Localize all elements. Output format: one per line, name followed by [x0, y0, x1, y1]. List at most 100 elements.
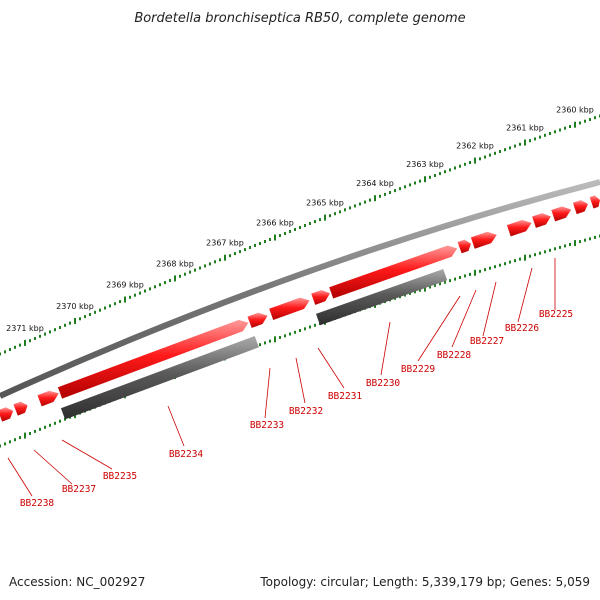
- ruler-minor-tick: [349, 206, 351, 210]
- ruler-minor-tick: [514, 144, 516, 148]
- ruler-minor-tick: [529, 139, 531, 143]
- inner-minor-tick: [14, 438, 16, 442]
- inner-major-tick: [424, 285, 426, 292]
- gene-label: BB2229: [401, 364, 436, 375]
- ruler-minor-tick: [539, 135, 541, 139]
- ruler-minor-tick: [449, 168, 451, 172]
- inner-minor-tick: [289, 332, 291, 336]
- ruler-label: 2368 kbp: [156, 259, 194, 268]
- gene-leader-line: [61, 439, 113, 470]
- inner-minor-tick: [439, 282, 441, 286]
- inner-minor-tick: [309, 325, 311, 329]
- ruler-minor-tick: [434, 174, 436, 177]
- inner-minor-tick: [584, 238, 586, 242]
- inner-minor-tick: [449, 279, 451, 283]
- genome-summary: Topology: circular; Length: 5,339,179 bp…: [259, 575, 590, 589]
- inner-minor-tick: [484, 268, 486, 272]
- ruler-minor-tick: [234, 252, 236, 256]
- inner-minor-tick: [414, 290, 416, 294]
- ruler-minor-tick: [489, 153, 491, 157]
- gene-forward-arrow: [470, 231, 497, 249]
- ruler-label: 2371 kbp: [6, 324, 44, 333]
- ruler-minor-tick: [29, 339, 31, 343]
- gene-forward-arrow: [269, 297, 310, 320]
- gene-leader-line: [7, 457, 33, 497]
- ruler-label: 2362 kbp: [456, 142, 494, 151]
- ruler-labels: 2360 kbp 2361 kbp 2362 kbp 2363 kbp 2364 kbp…: [6, 106, 594, 333]
- inner-minor-tick: [539, 251, 541, 255]
- inner-minor-tick: [594, 235, 596, 239]
- ruler-minor-tick: [19, 343, 21, 347]
- ruler-minor-tick: [99, 308, 101, 312]
- inner-minor-tick: [264, 341, 266, 345]
- gene-leader-line: [451, 289, 477, 348]
- ruler-minor-tick: [454, 166, 456, 170]
- ruler-minor-tick: [59, 326, 61, 329]
- ruler-minor-tick: [229, 254, 231, 258]
- ruler-minor-tick: [579, 121, 581, 125]
- ruler-minor-tick: [439, 172, 441, 176]
- ruler-ticks: [0, 114, 600, 356]
- ruler-minor-tick: [194, 268, 196, 272]
- ruler-minor-tick: [414, 181, 416, 185]
- gene-reverse-block: [60, 336, 259, 420]
- ruler-major-tick: [274, 234, 276, 241]
- ruler-minor-tick: [214, 260, 216, 264]
- ruler-minor-tick: [139, 291, 141, 295]
- ruler-minor-tick: [429, 175, 431, 179]
- inner-minor-tick: [419, 288, 421, 292]
- ruler-minor-tick: [4, 350, 6, 354]
- gene-reverse-block: [316, 269, 448, 326]
- ruler-minor-tick: [494, 151, 496, 155]
- ruler-minor-tick: [94, 310, 96, 314]
- ruler-minor-tick: [584, 119, 586, 123]
- inner-major-tick: [274, 336, 276, 343]
- inner-minor-tick: [4, 442, 6, 446]
- inner-major-tick: [24, 432, 26, 439]
- ruler-minor-tick: [299, 226, 301, 229]
- ruler-minor-tick: [504, 148, 506, 152]
- ruler-minor-tick: [269, 238, 271, 241]
- ruler-label: 2363 kbp: [406, 160, 444, 169]
- accession-text: Accession: NC_002927: [9, 575, 145, 589]
- inner-minor-tick: [479, 269, 481, 273]
- inner-minor-tick: [64, 417, 66, 421]
- inner-minor-tick: [29, 432, 31, 435]
- ruler-label: 2360 kbp: [556, 106, 594, 115]
- inner-major-tick: [474, 269, 476, 276]
- ruler-minor-tick: [104, 306, 106, 310]
- inner-minor-tick: [569, 243, 571, 246]
- inner-minor-tick: [44, 425, 46, 429]
- ruler-minor-tick: [249, 246, 251, 249]
- inner-minor-tick: [489, 266, 491, 270]
- inner-minor-tick: [469, 272, 471, 276]
- gene-leader-line: [264, 367, 271, 419]
- ruler-minor-tick: [244, 248, 246, 252]
- gene-leader-line: [517, 267, 533, 323]
- inner-minor-tick: [534, 253, 536, 257]
- inner-minor-tick: [49, 423, 51, 427]
- inner-minor-tick: [299, 329, 301, 332]
- gene-leader-lines: [7, 258, 556, 497]
- gene-label: BB2238: [20, 498, 55, 509]
- ruler-major-tick: [224, 254, 226, 261]
- gene-label: BB2225: [539, 309, 573, 320]
- ruler-minor-tick: [464, 162, 466, 166]
- ruler-label: 2361 kbp: [506, 124, 544, 133]
- ruler-minor-tick: [344, 208, 346, 212]
- inner-minor-tick: [519, 257, 521, 261]
- inner-minor-tick: [444, 280, 446, 284]
- ruler-minor-tick: [369, 198, 371, 202]
- gene-forward-arrow: [13, 401, 28, 416]
- gene-forward-arrow: [532, 213, 551, 228]
- ruler-label: 2367 kbp: [206, 239, 244, 248]
- ruler-minor-tick: [89, 313, 91, 316]
- ruler-minor-tick: [594, 116, 596, 120]
- inner-minor-tick: [9, 440, 11, 444]
- ruler-minor-tick: [44, 332, 46, 336]
- inner-minor-tick: [304, 327, 306, 331]
- ruler-minor-tick: [204, 264, 206, 268]
- gene-forward-arrow: [589, 195, 600, 209]
- ruler-minor-tick: [359, 202, 361, 206]
